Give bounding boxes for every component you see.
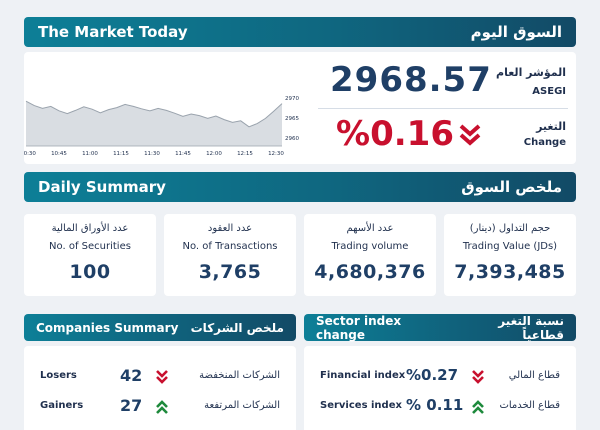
card-volume: عدد الأسهم Trading volume 4,680,376	[304, 214, 436, 296]
double-chevron-up-icon	[156, 400, 168, 414]
chart-x-tick: 11:45	[175, 151, 191, 157]
card-transactions-label-en: No. of Transactions	[182, 241, 278, 252]
market-today-title-en: The Market Today	[38, 23, 188, 41]
financial-index-label-ar: قطاع المالي	[508, 370, 560, 381]
card-securities-label-ar: عدد الأوراق المالية	[51, 223, 129, 234]
sector-change-title-ar: نسبة التغير قطاعياً	[498, 313, 564, 342]
change-label-ar: التغير	[536, 120, 566, 133]
card-volume-value: 4,680,376	[314, 261, 426, 283]
chart-y-tick: 2960	[285, 136, 299, 142]
double-chevron-up-icon	[472, 400, 484, 414]
chart-x-tick: 10:45	[51, 151, 67, 157]
sector-change-title-en: Sector index change	[316, 313, 402, 342]
change-label-en: Change	[523, 137, 566, 148]
chart-series-line	[25, 100, 283, 128]
chart-x-tick: 11:00	[82, 151, 98, 157]
double-chevron-down-icon	[156, 370, 168, 384]
card-volume-label-en: Trading volume	[331, 241, 409, 252]
index-label-en: ASEGI	[532, 86, 566, 97]
companies-summary-title-en: Companies Summary	[36, 320, 179, 335]
financial-index-label-en: Financial index	[320, 370, 406, 381]
intraday-chart-svg: 10:30 10:45 11:00 11:15 11:30 11:45 12:00 12:15…	[24, 96, 299, 157]
card-securities-value: 100	[69, 261, 111, 283]
index-divider	[318, 108, 568, 109]
card-securities: عدد الأوراق المالية No. of Securities 10…	[24, 214, 156, 296]
gainers-label-ar: الشركات المرتفعة	[204, 400, 280, 411]
daily-summary-title-en: Daily Summary	[38, 178, 166, 196]
chart-x-tick: 12:15	[237, 151, 253, 157]
chart-area	[26, 101, 282, 146]
sector-change-panel: Financial index %0.27 قطاع المالي Servic…	[304, 346, 576, 430]
losers-label-ar: الشركات المنخفضة	[199, 370, 280, 381]
card-trading-value-label-en: Trading Value (JDs)	[462, 241, 558, 252]
gainers-label-en: Gainers	[40, 400, 84, 411]
card-transactions: عدد العقود No. of Transactions 3,765	[164, 214, 296, 296]
daily-summary-banner: Daily Summary ملخص السوق	[24, 172, 576, 202]
chart-x-tick: 12:00	[206, 151, 222, 157]
card-transactions-value: 3,765	[198, 261, 262, 283]
chart-x-tick: 11:30	[144, 151, 160, 157]
double-chevron-down-icon	[472, 370, 484, 384]
services-index-label-ar: قطاع الخدمات	[499, 400, 560, 411]
financial-index-value: %0.27	[406, 366, 459, 384]
companies-summary-panel: Losers 42 الشركات المنخفضة Gainers 27 ال…	[24, 346, 296, 430]
index-label-ar: المؤشر العام	[496, 66, 566, 79]
double-chevron-down-icon	[459, 124, 481, 146]
companies-summary-title-ar: ملخص الشركات	[190, 320, 284, 335]
losers-row: Losers 42 الشركات المنخفضة	[24, 366, 296, 388]
services-index-value: % 0.11	[406, 396, 464, 414]
companies-summary-banner: Companies Summary ملخص الشركات	[24, 314, 296, 341]
card-volume-label-ar: عدد الأسهم	[346, 223, 394, 234]
daily-summary-title-ar: ملخص السوق	[461, 178, 562, 196]
card-trading-value: حجم التداول (دينار) Trading Value (JDs) …	[444, 214, 576, 296]
chart-x-tick: 12:30	[268, 151, 284, 157]
card-transactions-label-ar: عدد العقود	[207, 223, 253, 234]
intraday-index-chart: 10:30 10:45 11:00 11:15 11:30 11:45 12:00 12:15…	[24, 84, 302, 160]
market-today-title-ar: السوق اليوم	[470, 23, 562, 41]
financial-index-row: Financial index %0.27 قطاع المالي	[304, 366, 576, 388]
index-value: 2968.57	[330, 60, 492, 100]
card-trading-value-label-ar: حجم التداول (دينار)	[469, 223, 551, 234]
chart-x-tick: 10:30	[24, 151, 36, 157]
gainers-count: 27	[120, 396, 143, 415]
chart-y-tick: 2970	[285, 96, 299, 102]
gainers-row: Gainers 27 الشركات المرتفعة	[24, 396, 296, 418]
market-today-banner: The Market Today السوق اليوم	[24, 17, 576, 47]
card-trading-value-value: 7,393,485	[454, 261, 566, 283]
chart-x-tick: 11:15	[113, 151, 129, 157]
change-value: %0.16	[336, 114, 454, 154]
services-index-label-en: Services index	[320, 400, 402, 411]
losers-count: 42	[120, 366, 143, 385]
card-securities-label-en: No. of Securities	[49, 241, 131, 252]
services-index-row: Services index % 0.11 قطاع الخدمات	[304, 396, 576, 418]
sector-change-banner: Sector index change نسبة التغير قطاعياً	[304, 313, 576, 342]
losers-label-en: Losers	[40, 370, 77, 381]
chart-y-tick: 2965	[285, 116, 299, 122]
